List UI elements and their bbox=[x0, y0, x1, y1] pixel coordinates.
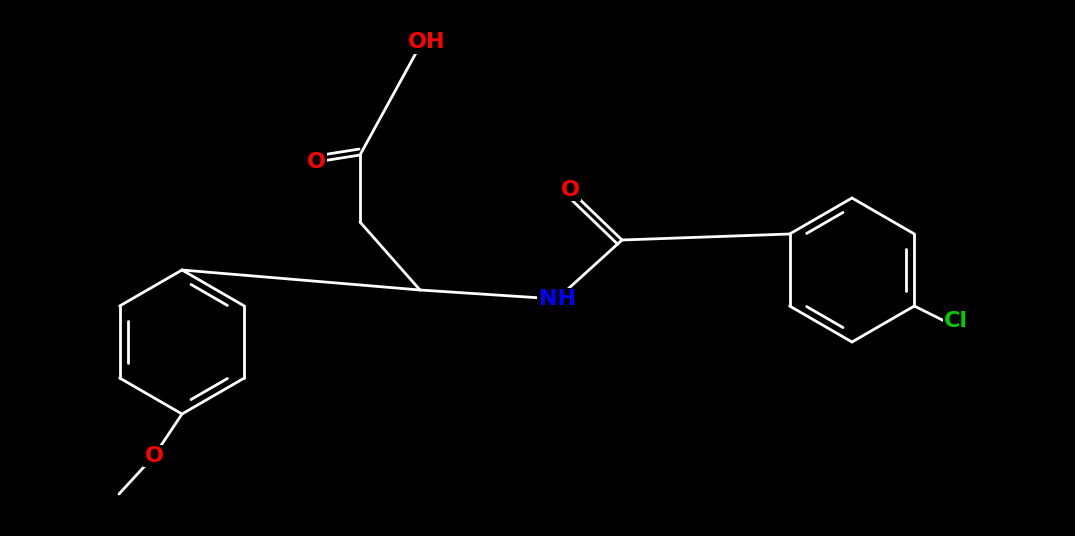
Text: NH: NH bbox=[539, 289, 575, 309]
Text: O: O bbox=[560, 180, 579, 200]
Text: O: O bbox=[144, 446, 163, 466]
Text: OH: OH bbox=[408, 32, 446, 52]
Text: O: O bbox=[306, 152, 326, 172]
Text: Cl: Cl bbox=[944, 311, 969, 331]
